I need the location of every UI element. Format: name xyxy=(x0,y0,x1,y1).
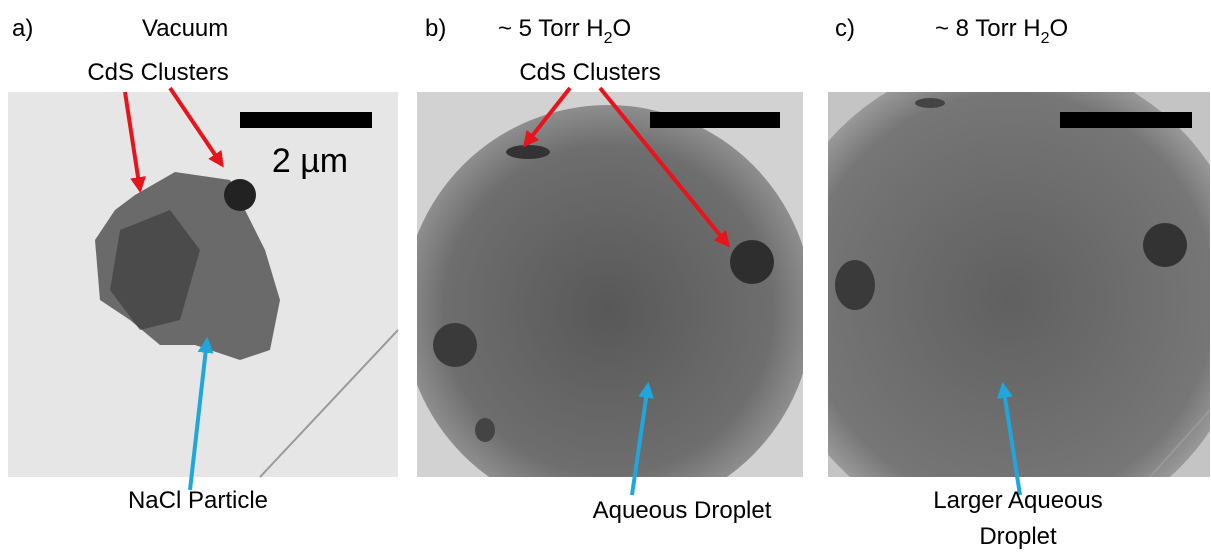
annotation: CdS Clusters xyxy=(519,59,660,86)
title-tail: O xyxy=(613,15,632,42)
scale-bar xyxy=(1060,112,1192,128)
annotation: Droplet xyxy=(979,523,1057,550)
annotation: NaCl Particle xyxy=(128,487,268,514)
panel-label: b) xyxy=(425,15,446,42)
scale-bar xyxy=(650,112,780,128)
title-sub: 2 xyxy=(604,30,613,47)
micrograph-a xyxy=(8,92,399,478)
arrows xyxy=(123,86,1022,496)
micrograph-b xyxy=(417,92,803,477)
annotation: Larger Aqueous xyxy=(933,487,1102,514)
scale-label: 2 µm xyxy=(272,142,348,180)
panel-title: ~ 8 Torr H2O xyxy=(935,15,1068,47)
micrograph-c xyxy=(828,92,1210,477)
annotation: CdS Clusters xyxy=(87,59,228,86)
panel-title: Vacuum xyxy=(142,15,228,42)
title-text: ~ 5 Torr H xyxy=(498,15,604,42)
annotation: Aqueous Droplet xyxy=(593,497,772,524)
title-sub: 2 xyxy=(1041,30,1050,47)
title-tail: O xyxy=(1050,15,1069,42)
panel-title: ~ 5 Torr H2O xyxy=(498,15,631,47)
panel-label: c) xyxy=(835,15,855,42)
title-text: ~ 8 Torr H xyxy=(935,15,1041,42)
panel-label: a) xyxy=(12,15,33,42)
scale-bar xyxy=(240,112,372,128)
